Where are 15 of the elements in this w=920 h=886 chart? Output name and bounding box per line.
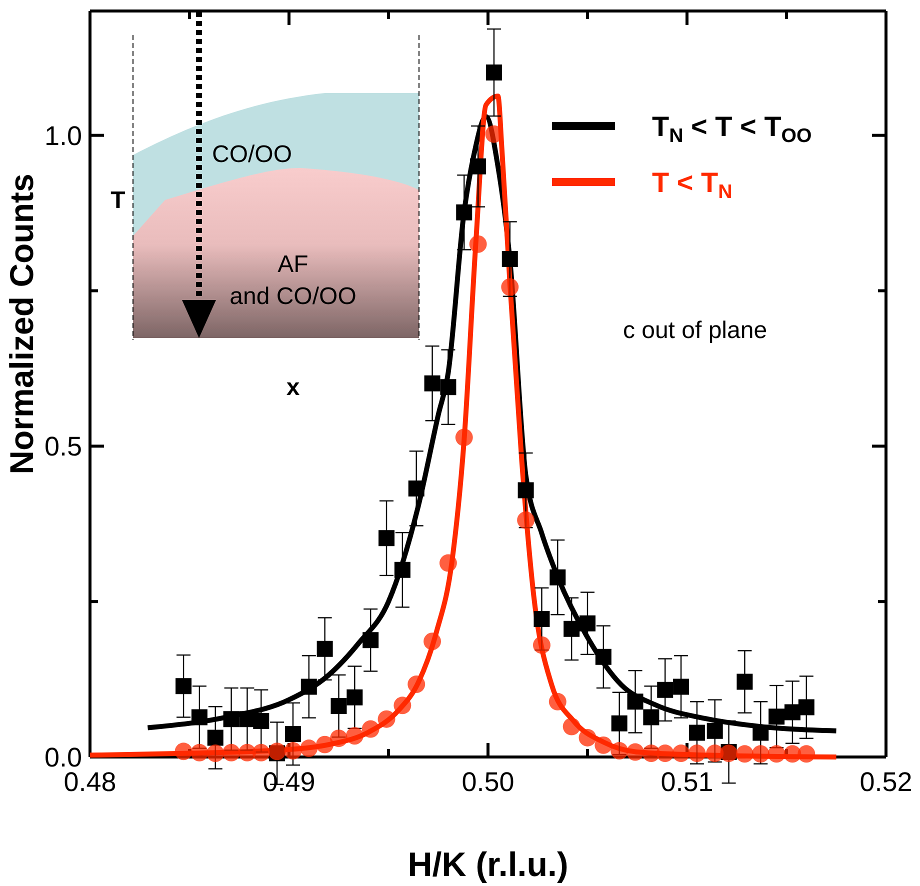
x-axis-title: H/K (r.l.u.): [408, 846, 568, 884]
annotation: T: [110, 187, 126, 214]
annotation: CO/OO: [212, 141, 292, 168]
annotation: x: [286, 374, 300, 401]
y-tick-label: 1.0: [44, 120, 82, 151]
annotation: c out of plane: [622, 317, 768, 344]
annotation: AF and CO/OO: [230, 251, 356, 310]
x-tick-label: 0.52: [860, 767, 912, 797]
y-axis-title: Normalized Counts: [3, 174, 40, 474]
legend-label: T < T$_{N}$: [652, 167, 732, 203]
x-tick-label: 0.50: [462, 767, 514, 797]
y-tick-label: 0.5: [44, 432, 82, 462]
x-tick-label: 0.51: [660, 767, 714, 797]
x-tick-label: 0.49: [262, 767, 316, 797]
legend-label: T$_{N}$ < T < T$_{OO}$: [652, 111, 812, 147]
